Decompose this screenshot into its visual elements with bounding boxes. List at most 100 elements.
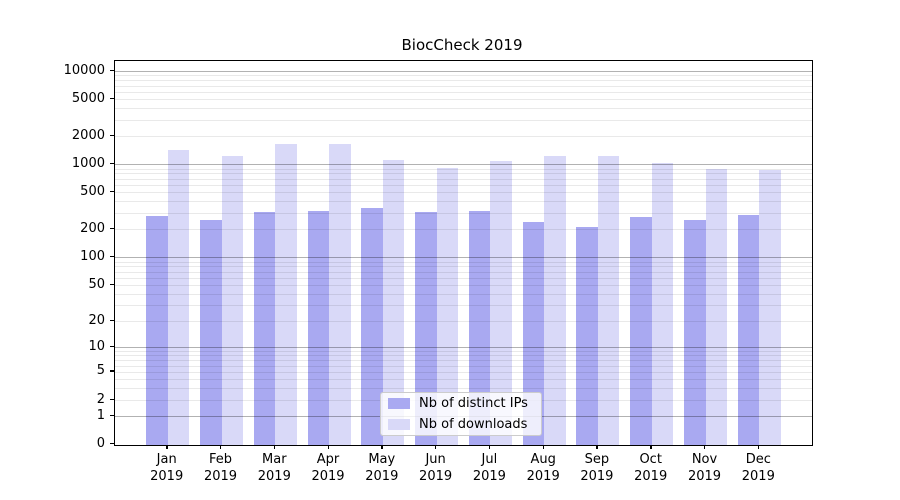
minor-gridline	[114, 321, 812, 322]
minor-gridline	[114, 185, 812, 186]
minor-gridline	[114, 213, 812, 215]
major-gridline	[114, 257, 812, 259]
bar-downloads-jan	[167, 149, 190, 445]
bar-downloads-nov	[705, 168, 727, 445]
x-tick-mark	[704, 444, 706, 449]
minor-gridline	[114, 136, 812, 138]
x-tick-label-mar: Mar 2019	[257, 452, 291, 484]
bar-downloads-feb	[221, 156, 243, 445]
x-tick-mark	[488, 444, 491, 449]
minor-gridline	[114, 119, 812, 121]
bar-ips-mar	[253, 211, 276, 445]
bar-ips-nov	[684, 220, 706, 445]
legend-swatch-distinct-ips	[388, 398, 410, 409]
major-gridline	[114, 164, 812, 166]
bar-ips-jul	[468, 210, 491, 445]
x-tick-mark	[327, 444, 329, 449]
y-tick-mark	[109, 134, 114, 137]
minor-gridline	[114, 173, 812, 175]
minor-gridline	[114, 261, 812, 263]
minor-gridline	[114, 229, 812, 231]
bar-ips-aug	[522, 221, 545, 445]
legend-swatch-downloads	[388, 419, 410, 430]
bar-downloads-mar	[275, 143, 297, 445]
bar-ips-oct	[630, 217, 652, 445]
major-gridline	[114, 71, 812, 72]
minor-gridline	[114, 99, 812, 101]
y-tick-mark	[109, 398, 114, 400]
minor-gridline	[114, 355, 812, 357]
y-tick-label: 2000	[71, 127, 105, 143]
minor-gridline	[114, 168, 812, 170]
bar-ips-dec	[737, 215, 760, 445]
bar-downloads-may	[382, 160, 405, 445]
minor-gridline	[114, 85, 812, 87]
y-tick-label: 500	[80, 183, 105, 199]
x-tick-label-may: May 2019	[365, 452, 399, 484]
y-tick-mark	[109, 69, 114, 71]
x-tick-mark	[596, 444, 598, 449]
y-tick-label: 10000	[63, 62, 105, 78]
bar-ips-may	[361, 208, 383, 445]
minor-gridline	[114, 388, 812, 390]
chart-title: BiocCheck 2019	[401, 36, 523, 54]
legend-label-distinct-ips: Nb of distinct IPs	[419, 396, 528, 411]
y-tick-label: 10	[88, 338, 105, 354]
minor-gridline	[114, 266, 812, 268]
bar-downloads-sep	[597, 156, 620, 445]
legend-label-downloads: Nb of downloads	[419, 417, 528, 432]
minor-gridline	[114, 371, 812, 373]
minor-gridline	[114, 277, 812, 279]
legend-row-distinct-ips: Nb of distinct IPs	[381, 395, 541, 412]
bar-ips-feb	[200, 219, 222, 445]
x-tick-mark	[435, 444, 437, 449]
minor-gridline	[114, 365, 812, 367]
x-tick-mark	[650, 444, 652, 449]
x-tick-label-jul: Jul 2019	[472, 452, 506, 484]
x-tick-mark	[220, 444, 222, 449]
minor-gridline	[114, 351, 812, 353]
bar-downloads-apr	[329, 143, 351, 445]
bar-ips-apr	[307, 210, 329, 445]
bar-downloads-aug	[544, 156, 566, 445]
x-tick-mark	[757, 444, 760, 449]
plot-area	[113, 60, 813, 446]
bar-ips-sep	[576, 227, 598, 445]
bar-downloads-jul	[490, 161, 512, 445]
y-tick-label: 0	[96, 436, 105, 451]
minor-gridline	[114, 293, 812, 295]
y-tick-label: 5	[96, 363, 105, 379]
x-tick-label-apr: Apr 2019	[311, 452, 345, 484]
y-tick-mark	[109, 345, 114, 348]
y-tick-label: 1000	[71, 155, 105, 171]
x-tick-mark	[542, 444, 545, 449]
minor-gridline	[114, 178, 812, 180]
x-tick-label-nov: Nov 2019	[687, 452, 722, 484]
x-tick-label-feb: Feb 2019	[203, 452, 238, 484]
x-tick-mark	[166, 444, 168, 449]
y-tick-label: 50	[88, 276, 105, 292]
minor-gridline	[114, 75, 812, 77]
minor-gridline	[114, 360, 812, 362]
minor-gridline	[114, 201, 812, 203]
minor-gridline	[114, 271, 812, 273]
bar-ips-jan	[146, 215, 168, 445]
y-tick-mark	[109, 162, 114, 165]
bar-downloads-jun	[436, 167, 459, 445]
y-tick-mark	[109, 443, 114, 445]
y-tick-label: 5000	[71, 90, 105, 106]
minor-gridline	[114, 80, 812, 82]
bar-downloads-oct	[651, 162, 674, 445]
y-tick-mark	[109, 414, 114, 417]
y-tick-mark	[109, 370, 114, 372]
y-tick-mark	[109, 190, 114, 193]
minor-gridline	[114, 379, 812, 381]
minor-gridline	[114, 108, 812, 110]
legend: Nb of distinct IPs Nb of downloads	[380, 392, 542, 436]
minor-gridline	[114, 192, 812, 194]
y-tick-mark	[109, 255, 114, 258]
x-tick-label-aug: Aug 2019	[526, 452, 560, 484]
x-tick-label-oct: Oct 2019	[634, 452, 668, 484]
minor-gridline	[114, 91, 812, 93]
